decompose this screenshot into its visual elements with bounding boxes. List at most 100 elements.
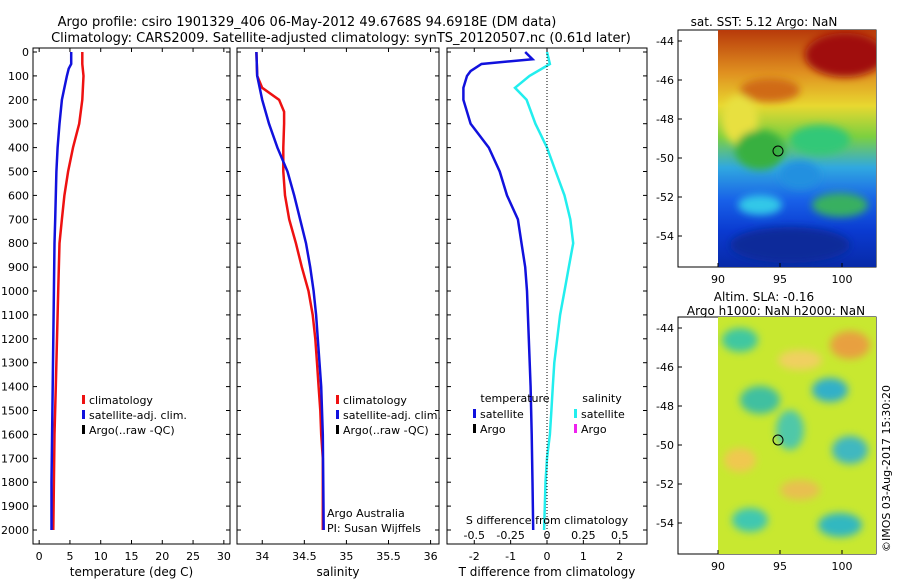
depth-tick-label: 300 xyxy=(8,118,29,131)
difference-xtick-label: 0 xyxy=(544,550,551,563)
salinity-legend-swatch xyxy=(336,410,339,419)
sst-xtick-label: 95 xyxy=(773,273,787,286)
sst-map-image xyxy=(718,30,876,267)
depth-tick-label: 1100 xyxy=(1,309,29,322)
depth-tick-label: 1800 xyxy=(1,476,29,489)
depth-tick-label: 1500 xyxy=(1,405,29,418)
temperature-legend-label: satellite-adj. clim. xyxy=(89,409,187,422)
depth-tick-label: 400 xyxy=(8,142,29,155)
difference-xtick-label: -1 xyxy=(505,550,516,563)
credit-line-1: Argo Australia xyxy=(327,507,405,520)
diff-legend-swatch xyxy=(473,424,476,433)
depth-tick-label: 900 xyxy=(8,261,29,274)
sla-xtick-label: 90 xyxy=(711,560,725,573)
salinity-xtick-label: 35 xyxy=(339,550,353,563)
salinity-series-line xyxy=(255,51,325,531)
sla-xtick-label: 100 xyxy=(832,560,853,573)
salinity-legend-label: satellite-adj. clim. xyxy=(343,409,441,422)
depth-tick-label: 200 xyxy=(8,94,29,107)
sla-ytick-label: -44 xyxy=(656,322,674,335)
sla-ytick-label: -46 xyxy=(656,361,674,374)
salinity-legend-label: Argo(..raw -QC) xyxy=(343,424,429,437)
diff-legend-swatch xyxy=(574,424,577,433)
sst-xtick-label: 100 xyxy=(832,273,853,286)
temperature-xtick-label: 10 xyxy=(94,550,108,563)
temperature-xtick-label: 20 xyxy=(155,550,169,563)
salinity-xtick-label: 34.5 xyxy=(292,550,317,563)
sdiff-tick-label: 0 xyxy=(544,529,551,542)
depth-tick-label: 100 xyxy=(8,70,29,83)
sst-profile-marker xyxy=(772,145,784,157)
diff-legend-label: satellite xyxy=(581,408,625,421)
temperature-xlabel: temperature (deg C) xyxy=(70,565,193,579)
sst-ytick-label: -50 xyxy=(656,152,674,165)
header-line-2: Climatology: CARS2009. Satellite-adjuste… xyxy=(51,31,631,46)
sst-map-title: sat. SST: 5.12 Argo: NaN xyxy=(691,15,838,29)
depth-tick-label: 1400 xyxy=(1,381,29,394)
legend-header-temperature: temperature xyxy=(480,392,549,405)
salinity-legend-swatch xyxy=(336,395,339,404)
temperature-legend-label: climatology xyxy=(89,394,153,407)
temperature-xtick-label: 25 xyxy=(186,550,200,563)
depth-tick-label: 1000 xyxy=(1,285,29,298)
sla-profile-marker xyxy=(772,434,784,446)
depth-tick-label: 600 xyxy=(8,189,29,202)
temperature-series-line xyxy=(52,52,85,531)
difference-xtick-label: -2 xyxy=(469,550,480,563)
difference-series-line xyxy=(513,51,575,531)
salinity-legend-swatch xyxy=(336,425,339,434)
salinity-series-line xyxy=(255,51,325,530)
sst-ytick-label: -52 xyxy=(656,191,674,204)
depth-tick-label: 1200 xyxy=(1,333,29,346)
depth-tick-label: 0 xyxy=(22,46,29,59)
salinity-xtick-label: 34 xyxy=(255,550,269,563)
salinity-xtick-label: 35.5 xyxy=(376,550,401,563)
diff-legend-swatch xyxy=(473,409,476,418)
temperature-legend-swatch xyxy=(82,395,85,404)
sla-ytick-label: -48 xyxy=(656,400,674,413)
salinity-xlabel: salinity xyxy=(316,565,359,579)
temperature-legend-swatch xyxy=(82,425,85,434)
depth-tick-label: 800 xyxy=(8,237,29,250)
diff-legend-label: Argo xyxy=(480,423,506,436)
sla-ytick-label: -54 xyxy=(656,517,674,530)
sst-xtick-label: 90 xyxy=(711,273,725,286)
temperature-panel-frame xyxy=(32,47,231,545)
credit-line-2: PI: Susan Wijffels xyxy=(327,522,421,535)
sst-ytick-label: -44 xyxy=(656,35,674,48)
sla-map-title-2: Argo h1000: NaN h2000: NaN xyxy=(687,304,865,318)
depth-tick-label: 500 xyxy=(8,166,29,179)
depth-tick-label: 1900 xyxy=(1,500,29,513)
legend-header-salinity: salinity xyxy=(582,392,622,405)
sst-ytick-label: -46 xyxy=(656,74,674,87)
depth-tick-label: 2000 xyxy=(1,524,29,537)
sla-ytick-label: -50 xyxy=(656,439,674,452)
sdiff-tick-label: 0.5 xyxy=(611,529,629,542)
diff-legend-label: Argo xyxy=(581,423,607,436)
temperature-series-line xyxy=(50,52,73,530)
imos-stamp: ©IMOS 03-Aug-2017 15:30:20 xyxy=(880,385,893,552)
difference-series-line xyxy=(462,51,536,531)
header-line-1: Argo profile: csiro 1901329_406 06-May-2… xyxy=(58,15,557,30)
salinity-xtick-label: 36 xyxy=(424,550,438,563)
sdiff-tick-label: -0.25 xyxy=(496,529,524,542)
sdiff-tick-label: 0.25 xyxy=(571,529,596,542)
sla-ytick-label: -52 xyxy=(656,478,674,491)
depth-tick-label: 700 xyxy=(8,213,29,226)
salinity-legend-label: climatology xyxy=(343,394,407,407)
depth-tick-label: 1600 xyxy=(1,428,29,441)
sdiff-tick-label: -0.5 xyxy=(464,529,485,542)
difference-xtick-label: 1 xyxy=(580,550,587,563)
temperature-legend-swatch xyxy=(82,410,85,419)
sla-map-title-1: Altim. SLA: -0.16 xyxy=(714,290,814,304)
temperature-xtick-label: 15 xyxy=(125,550,139,563)
difference-xlabel: T difference from climatology xyxy=(458,565,636,579)
depth-tick-label: 1700 xyxy=(1,452,29,465)
diff-legend-label: satellite xyxy=(480,408,524,421)
diff-legend-swatch xyxy=(574,409,577,418)
difference-xtick-label: 2 xyxy=(616,550,623,563)
sst-ytick-label: -48 xyxy=(656,113,674,126)
sst-ytick-label: -54 xyxy=(656,230,674,243)
sdiff-xlabel: S difference from climatology xyxy=(466,514,629,527)
